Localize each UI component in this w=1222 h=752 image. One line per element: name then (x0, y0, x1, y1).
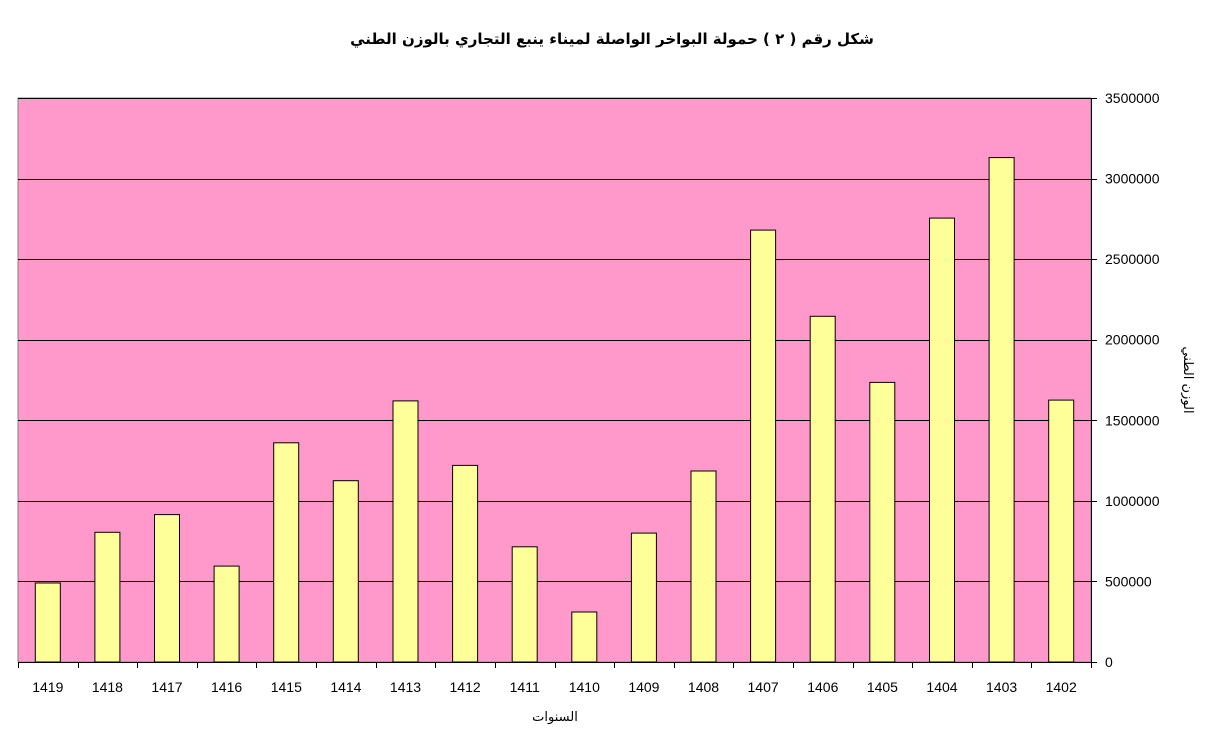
x-tick-label: 1404 (926, 679, 957, 695)
bar (213, 565, 240, 663)
x-tick-label: 1418 (92, 679, 123, 695)
x-tick-label: 1417 (151, 679, 182, 695)
gridlines (18, 98, 1091, 582)
x-axis-title: السنوات (532, 710, 578, 725)
y-tick-labels: 0 500000 1000000 1500000 2000000 2500000 30000… (1105, 90, 1160, 670)
axes (18, 98, 1097, 668)
y-tick-label: 2500000 (1105, 251, 1160, 267)
x-tick-label: 1402 (1046, 679, 1077, 695)
bar (690, 470, 717, 663)
x-tick-label: 1407 (748, 679, 779, 695)
x-tick-label: 1406 (807, 679, 838, 695)
bar (273, 442, 300, 663)
x-tick-label: 1405 (867, 679, 898, 695)
x-tick-label: 1414 (330, 679, 361, 695)
y-tick-label: 1000000 (1105, 493, 1160, 509)
bars (34, 157, 1075, 663)
bar (750, 229, 777, 663)
bar (571, 611, 598, 663)
bar (1048, 399, 1075, 663)
bar (94, 531, 121, 663)
bar (511, 546, 538, 663)
x-tick-label: 1415 (271, 679, 302, 695)
y-tick-label: 1500000 (1105, 412, 1160, 428)
bar (332, 480, 359, 663)
y-tick-label: 3500000 (1105, 90, 1160, 106)
bar (929, 217, 955, 663)
y-tick-label: 3000000 (1105, 171, 1160, 187)
x-tick-label: 1403 (986, 679, 1017, 695)
x-tick-label: 1410 (569, 679, 600, 695)
bar (869, 381, 896, 663)
bar (809, 315, 836, 663)
chart-title: شكل رقم ( ٢ ) حمولة البواخر الواصلة لمين… (350, 30, 874, 49)
y-tick-label: 500000 (1105, 573, 1152, 589)
x-tick-label: 1408 (688, 679, 719, 695)
plot-area (17, 97, 1092, 663)
y-axis-title: الوزن الطني (1180, 346, 1195, 413)
x-tick-label: 1409 (628, 679, 659, 695)
x-tick-label: 1419 (32, 679, 63, 695)
y-tick-label: 2000000 (1105, 332, 1160, 348)
bar (154, 514, 180, 663)
x-tick-labels: 1419 1418 1417 1416 1415 1414 1413 1412 1411 1410… (32, 679, 1077, 695)
bar (34, 582, 61, 663)
x-tick-label: 1416 (211, 679, 242, 695)
x-tick-label: 1411 (510, 679, 540, 695)
bar (392, 400, 419, 663)
bar (630, 532, 657, 663)
y-tick-label: 0 (1105, 654, 1113, 670)
bar (988, 157, 1015, 663)
x-tick-label: 1412 (450, 679, 481, 695)
x-tick-label: 1413 (390, 679, 421, 695)
bar (452, 464, 479, 663)
